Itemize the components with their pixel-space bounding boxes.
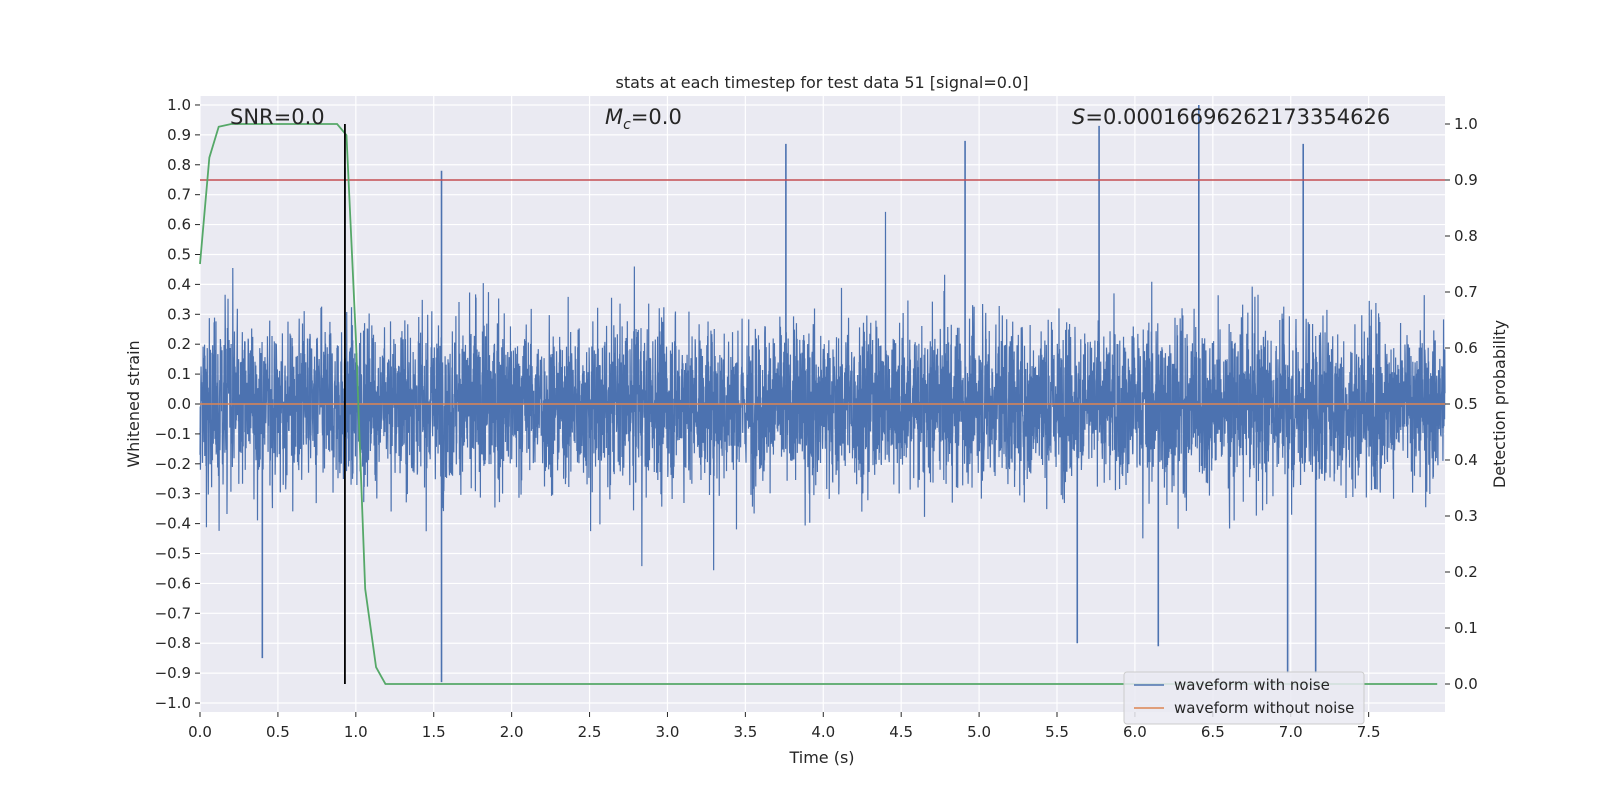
s-value: =0.00016696262173354626 <box>1085 105 1390 129</box>
y-right-tick-label: 0.9 <box>1454 171 1478 189</box>
x-axis-label: Time (s) <box>788 748 854 767</box>
mc-value: =0.0 <box>631 105 682 129</box>
x-tick-label: 5.0 <box>967 723 991 741</box>
detection-probability-line <box>199 123 1438 685</box>
y-tick-label: −0.7 <box>155 604 191 622</box>
legend: waveform with noise waveform without noi… <box>1123 671 1365 725</box>
y-right-tick-label: 0.7 <box>1454 283 1478 301</box>
tick-labels: 0.0 0.5 1.0 1.5 2.0 2.5 3.0 3.5 4.0 4.5 5.0 5.5 6.0 6… <box>155 96 1478 741</box>
y-right-tick-label: 0.5 <box>1454 395 1478 413</box>
waveform-with-noise-line <box>199 211 1446 571</box>
y-tick-label: 0.5 <box>167 245 191 263</box>
mc-annotation: Mc=0.0 <box>605 105 682 133</box>
y-right-tick-label: 0.3 <box>1454 507 1478 525</box>
series-lines <box>199 123 1445 685</box>
y-right-tick-label: 0.1 <box>1454 619 1478 637</box>
y-tick-label: 0.2 <box>167 335 191 353</box>
y-tick-label: 0.8 <box>167 156 191 174</box>
y-right-tick-label: 0.2 <box>1454 563 1478 581</box>
x-tick-label: 1.0 <box>344 723 368 741</box>
mc-subscript: c <box>623 117 631 133</box>
x-tick-label: 0.0 <box>188 723 212 741</box>
x-tick-label: 2.0 <box>500 723 524 741</box>
y-tick-label: 0.3 <box>167 305 191 323</box>
s-annotation: S=0.00016696262173354626 <box>1072 105 1390 129</box>
y-right-tick-label: 0.6 <box>1454 339 1478 357</box>
y-tick-label: −0.2 <box>155 455 191 473</box>
x-tick-label: 6.0 <box>1123 723 1147 741</box>
x-tick-label: 6.5 <box>1201 723 1225 741</box>
y-tick-label: −0.6 <box>155 574 191 592</box>
y-tick-label: 0.4 <box>167 275 191 293</box>
x-tick-label: 0.5 <box>266 723 290 741</box>
y-tick-label: −0.5 <box>155 545 191 563</box>
y-right-tick-label: 1.0 <box>1454 115 1478 133</box>
y-tick-label: 0.1 <box>167 365 191 383</box>
y-tick-label: −1.0 <box>155 694 191 712</box>
x-tick-label: 7.5 <box>1357 723 1381 741</box>
legend-box <box>1123 671 1365 725</box>
y-axis-label: Whitened strain <box>124 340 143 467</box>
y-right-tick-label: 0.8 <box>1454 227 1478 245</box>
x-tick-label: 5.5 <box>1045 723 1069 741</box>
y-right-tick-label: 0.4 <box>1454 451 1478 469</box>
y-tick-label: −0.9 <box>155 664 191 682</box>
y-right-tick-label: 0.0 <box>1454 675 1478 693</box>
x-tick-label: 1.5 <box>422 723 446 741</box>
y-tick-label: 0.7 <box>167 186 191 204</box>
s-symbol: S <box>1072 105 1085 129</box>
y-tick-label: −0.3 <box>155 485 191 503</box>
x-tick-label: 3.0 <box>656 723 680 741</box>
x-tick-label: 2.5 <box>578 723 602 741</box>
y-tick-label: 1.0 <box>167 96 191 114</box>
x-tick-label: 4.0 <box>811 723 835 741</box>
x-tick-label: 7.0 <box>1279 723 1303 741</box>
snr-annotation: SNR=0.0 <box>230 105 325 129</box>
x-tick-label: 3.5 <box>733 723 757 741</box>
legend-label-noise: waveform with noise <box>1174 676 1330 694</box>
y-tick-label: −0.1 <box>155 425 191 443</box>
x-tick-label: 4.5 <box>889 723 913 741</box>
mc-symbol: M <box>605 105 623 129</box>
y-tick-label: 0.9 <box>167 126 191 144</box>
y-tick-label: 0.0 <box>167 395 191 413</box>
y-tick-label: −0.4 <box>155 515 191 533</box>
y-tick-label: 0.6 <box>167 216 191 234</box>
y-axis-right-label: Detection probability <box>1490 320 1509 488</box>
legend-label-clean: waveform without noise <box>1174 699 1354 717</box>
y-tick-label: −0.8 <box>155 634 191 652</box>
chart-title: stats at each timestep for test data 51 … <box>616 73 1029 92</box>
